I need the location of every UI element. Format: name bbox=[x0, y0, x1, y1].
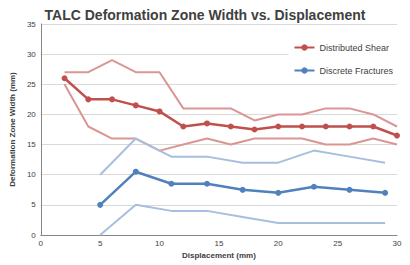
svg-text:Discrete Fractures: Discrete Fractures bbox=[319, 66, 393, 76]
svg-text:25: 25 bbox=[333, 239, 342, 248]
svg-text:0: 0 bbox=[39, 239, 44, 248]
svg-text:20: 20 bbox=[274, 239, 283, 248]
svg-text:10: 10 bbox=[155, 239, 164, 248]
svg-text:35: 35 bbox=[27, 20, 36, 29]
svg-text:5: 5 bbox=[31, 200, 36, 209]
svg-text:25: 25 bbox=[27, 80, 36, 89]
svg-text:0: 0 bbox=[31, 231, 36, 240]
svg-text:15: 15 bbox=[214, 239, 223, 248]
svg-text:Displacement (mm): Displacement (mm) bbox=[182, 251, 256, 260]
svg-text:Deformation Zone Width (mm): Deformation Zone Width (mm) bbox=[8, 72, 17, 187]
svg-text:Distributed Shear: Distributed Shear bbox=[319, 43, 389, 53]
svg-text:30: 30 bbox=[393, 239, 402, 248]
svg-text:15: 15 bbox=[27, 140, 36, 149]
svg-text:TALC Deformation Zone Width vs: TALC Deformation Zone Width vs. Displace… bbox=[45, 7, 366, 23]
svg-text:20: 20 bbox=[27, 110, 36, 119]
svg-text:30: 30 bbox=[27, 50, 36, 59]
svg-text:5: 5 bbox=[98, 239, 103, 248]
svg-text:10: 10 bbox=[27, 170, 36, 179]
